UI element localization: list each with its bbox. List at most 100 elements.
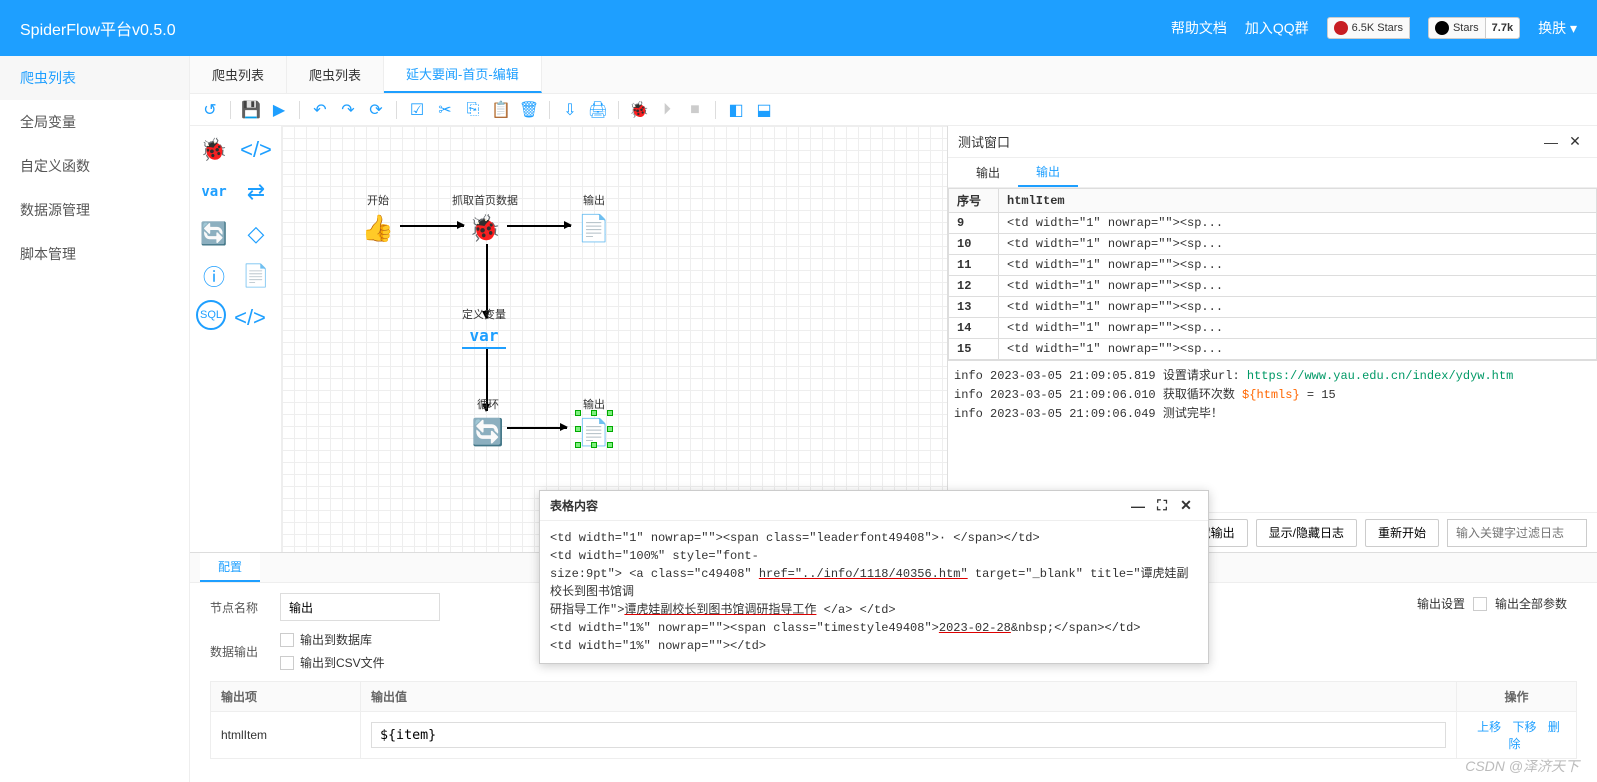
step-icon[interactable]: ⏵: [655, 98, 679, 122]
palette-sql-icon[interactable]: SQL: [196, 300, 226, 330]
restart-button[interactable]: 重新开始: [1365, 519, 1439, 547]
delete-icon[interactable]: 🗑: [517, 98, 541, 122]
stop-icon[interactable]: ■: [683, 98, 707, 122]
flow-canvas[interactable]: 开始 👍 抓取首页数据 🐞 输出 📄 定义变量 var 循环 🔄: [282, 126, 947, 552]
canvas-area: 🐞 </> var ⇄ 🔄 ◇ ⓘ 📄 SQL </> 开: [190, 126, 947, 552]
header-links: 帮助文档 加入QQ群 6.5K Stars Stars 7.7k 换肤 ▾: [1171, 17, 1577, 39]
node-loop[interactable]: 循环 🔄: [472, 396, 504, 448]
debug-row[interactable]: 11<td width="1" nowrap=""><sp...: [949, 255, 1597, 276]
move-up-link[interactable]: 上移: [1477, 720, 1501, 734]
palette-loop-icon[interactable]: ⇄: [238, 174, 274, 210]
loop-icon: 🔄: [472, 416, 504, 448]
sidebar-item-scripts[interactable]: 脚本管理: [0, 232, 189, 276]
print-icon[interactable]: 🖨: [586, 98, 610, 122]
debug-row[interactable]: 10<td width="1" nowrap=""><sp...: [949, 234, 1597, 255]
app-header: SpiderFlow平台v0.5.0 帮助文档 加入QQ群 6.5K Stars…: [0, 0, 1597, 56]
tab-bar: 爬虫列表 爬虫列表 延大要闻-首页-编辑: [190, 56, 1597, 94]
run-icon[interactable]: ▶: [267, 98, 291, 122]
palette-diamond-icon[interactable]: ◇: [238, 216, 274, 252]
popup-title: 表格内容: [550, 497, 598, 514]
output-table: 输出项 输出值 操作 htmlItem 上移 下移 删除: [210, 681, 1577, 759]
close-icon[interactable]: ✕: [1563, 130, 1587, 154]
node-var[interactable]: 定义变量 var: [462, 306, 506, 349]
debug-row[interactable]: 13<td width="1" nowrap=""><sp...: [949, 297, 1597, 318]
app-title: SpiderFlow平台v0.5.0: [20, 16, 176, 40]
paste-icon[interactable]: 📋: [489, 98, 513, 122]
sidebar-item-datasources[interactable]: 数据源管理: [0, 188, 189, 232]
palette-bug-icon[interactable]: 🐞: [196, 132, 232, 168]
tab-editor[interactable]: 延大要闻-首页-编辑: [384, 56, 542, 93]
select-icon[interactable]: ☑: [405, 98, 429, 122]
gitee-badge[interactable]: 6.5K Stars: [1327, 17, 1410, 39]
bug-icon: 🐞: [469, 212, 501, 244]
db-checkbox[interactable]: [280, 633, 294, 647]
undo-history-icon[interactable]: ↺: [198, 98, 222, 122]
csv-checkbox[interactable]: [280, 656, 294, 670]
config-tab[interactable]: 配置: [200, 553, 260, 582]
debug-row[interactable]: 15<td width="1" nowrap=""><sp...: [949, 339, 1597, 360]
sidebar-item-spiders[interactable]: 爬虫列表: [0, 56, 189, 100]
output-row: htmlItem 上移 下移 删除: [211, 712, 1577, 759]
thumb-icon: 👍: [362, 212, 394, 244]
github-stars-label: Stars: [1453, 22, 1479, 34]
github-badge[interactable]: Stars 7.7k: [1428, 17, 1520, 39]
cell-detail-popup: 表格内容 — ⛶ ✕ <td width="1" nowrap=""><span…: [539, 490, 1209, 664]
sidebar-item-functions[interactable]: 自定义函数: [0, 144, 189, 188]
node-start[interactable]: 开始 👍: [362, 192, 394, 244]
copy-icon[interactable]: ⎘: [461, 98, 485, 122]
toggle-log-button[interactable]: 显示/隐藏日志: [1256, 519, 1357, 547]
github-icon: [1435, 21, 1449, 35]
output-all-checkbox[interactable]: [1473, 597, 1487, 611]
debug-output-table: 序号htmlItem 9<td width="1" nowrap=""><sp.…: [948, 188, 1597, 361]
popup-content: <td width="1" nowrap=""><span class="lea…: [540, 521, 1208, 663]
refresh-icon[interactable]: ⟳: [364, 98, 388, 122]
redo-icon[interactable]: ↷: [336, 98, 360, 122]
undo-icon[interactable]: ↶: [308, 98, 332, 122]
cut-icon[interactable]: ✂: [433, 98, 457, 122]
popup-close-icon[interactable]: ✕: [1174, 494, 1198, 518]
debug-panel: 测试窗口 — ✕ 输出 输出 序号htmlItem 9<td width="1"…: [947, 126, 1597, 552]
editor-toolbar: ↺ 💾 ▶ ↶ ↷ ⟳ ☑ ✂ ⎘ 📋 🗑 ⇩ 🖨 🐞 ⏵ ■ ◧ ⬓: [190, 94, 1597, 126]
sidebar: 爬虫列表 全局变量 自定义函数 数据源管理 脚本管理: [0, 56, 190, 782]
tab-list-2[interactable]: 爬虫列表: [287, 56, 384, 93]
minimize-icon[interactable]: —: [1539, 130, 1563, 154]
palette-sync-icon[interactable]: 🔄: [196, 216, 232, 252]
debug-tab-1[interactable]: 输出: [958, 158, 1018, 187]
output-value-input[interactable]: [371, 722, 1446, 748]
export-icon[interactable]: ⇩: [558, 98, 582, 122]
palette-script-icon[interactable]: </>: [232, 300, 268, 336]
layout-side-icon[interactable]: ◧: [724, 98, 748, 122]
palette-code-icon[interactable]: </>: [238, 132, 274, 168]
palette-file-icon[interactable]: 📄: [238, 258, 274, 294]
layout-bottom-icon[interactable]: ⬓: [752, 98, 776, 122]
data-output-label: 数据输出: [210, 643, 280, 660]
debug-row[interactable]: 12<td width="1" nowrap=""><sp...: [949, 276, 1597, 297]
popup-minimize-icon[interactable]: —: [1126, 494, 1150, 518]
skin-link[interactable]: 换肤 ▾: [1538, 18, 1577, 38]
palette-info-icon[interactable]: ⓘ: [196, 258, 232, 294]
output-icon: 📄: [578, 212, 610, 244]
help-link[interactable]: 帮助文档: [1171, 18, 1227, 38]
tab-list-1[interactable]: 爬虫列表: [190, 56, 287, 93]
debug-icon[interactable]: 🐞: [627, 98, 651, 122]
gitee-stars-count: 6.5K Stars: [1352, 22, 1403, 34]
output-settings-label: 输出设置: [1417, 595, 1465, 612]
move-down-link[interactable]: 下移: [1512, 720, 1536, 734]
node-name-input[interactable]: [280, 593, 440, 621]
node-output-1[interactable]: 输出 📄: [578, 192, 610, 244]
node-palette: 🐞 </> var ⇄ 🔄 ◇ ⓘ 📄 SQL </>: [190, 126, 282, 552]
watermark: CSDN @泽济天下: [1465, 756, 1579, 776]
debug-tab-2[interactable]: 输出: [1018, 158, 1078, 187]
github-stars-count: 7.7k: [1486, 17, 1520, 39]
node-output-2[interactable]: 输出 📄: [578, 396, 610, 448]
debug-row[interactable]: 9<td width="1" nowrap=""><sp...: [949, 213, 1597, 234]
sidebar-item-global-vars[interactable]: 全局变量: [0, 100, 189, 144]
palette-var-icon[interactable]: var: [196, 174, 232, 210]
log-filter-input[interactable]: [1447, 519, 1587, 547]
debug-row[interactable]: 14<td width="1" nowrap=""><sp...: [949, 318, 1597, 339]
popup-maximize-icon[interactable]: ⛶: [1150, 494, 1174, 518]
save-icon[interactable]: 💾: [239, 98, 263, 122]
node-name-label: 节点名称: [210, 599, 280, 616]
node-crawl[interactable]: 抓取首页数据 🐞: [452, 192, 518, 244]
qq-link[interactable]: 加入QQ群: [1245, 18, 1309, 38]
